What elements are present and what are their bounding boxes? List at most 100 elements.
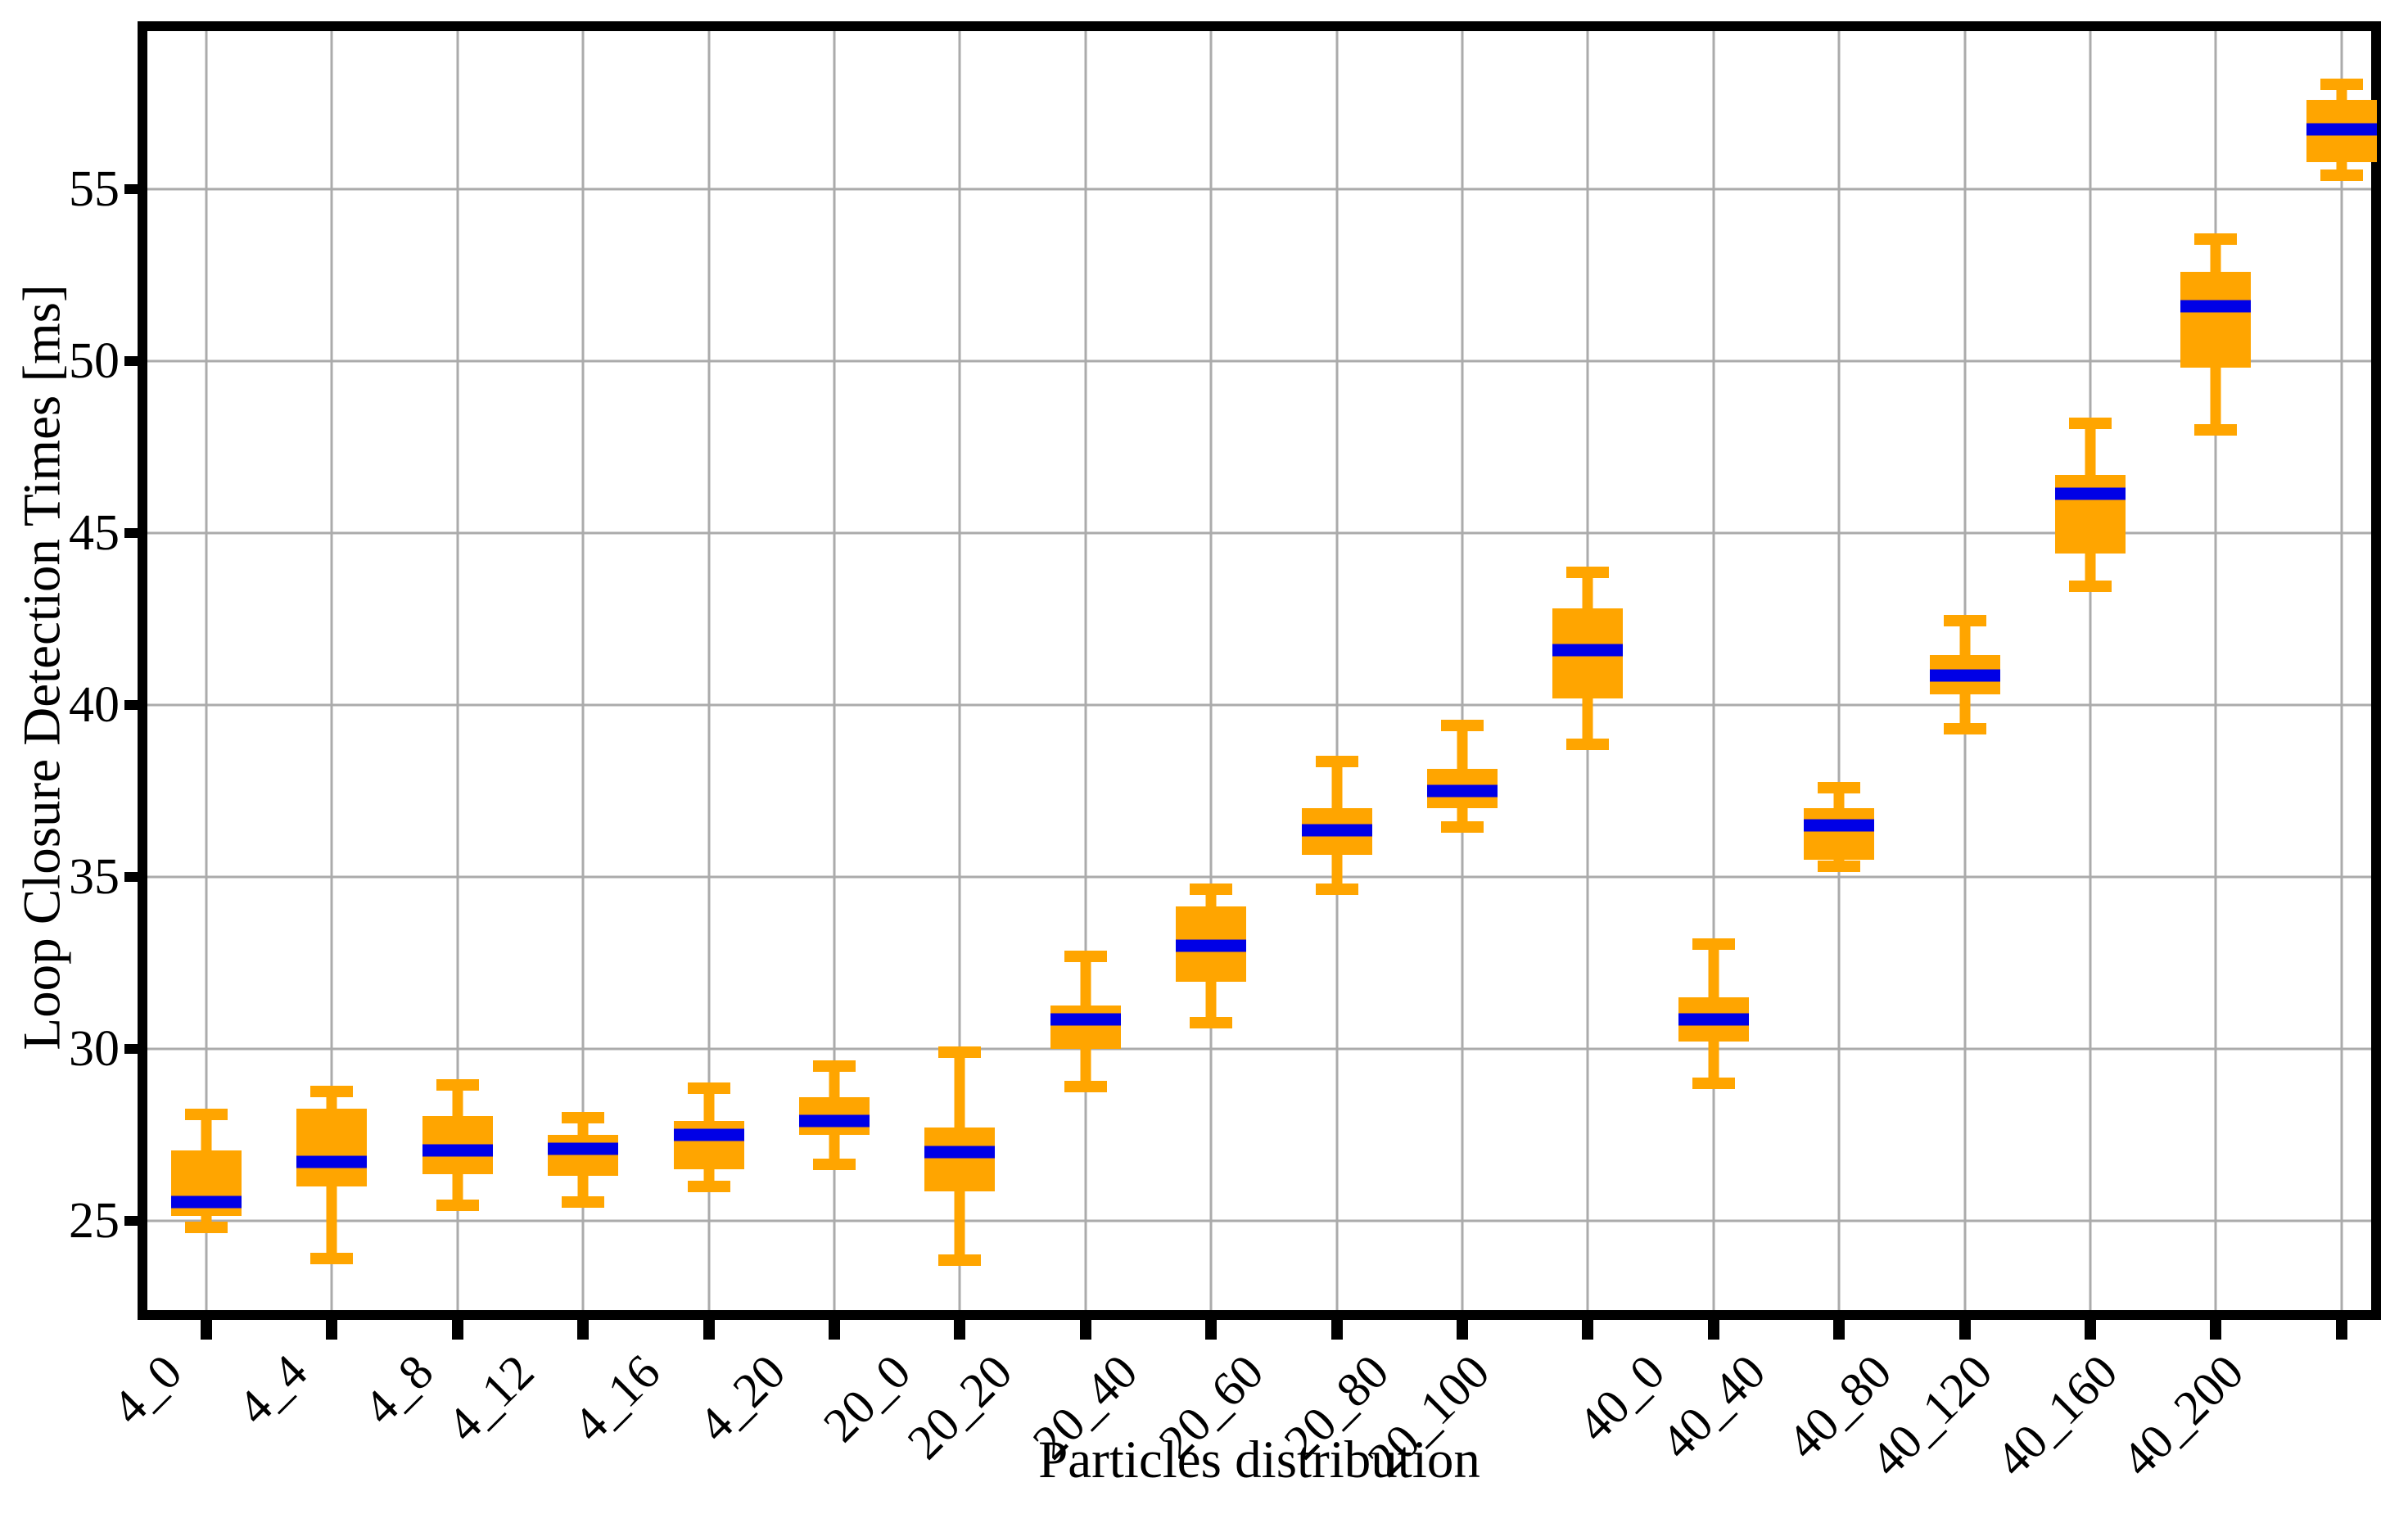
whisker-cap-bottom <box>562 1195 605 1208</box>
gridline-vertical <box>1209 31 1213 1310</box>
whisker-cap-bottom <box>436 1199 479 1211</box>
median-line <box>170 1195 242 1209</box>
whisker-cap-bottom <box>2320 169 2363 182</box>
gridline-horizontal <box>147 188 2371 191</box>
whisker-cap-bottom <box>1315 883 1358 895</box>
gridline-horizontal <box>147 1219 2371 1222</box>
whisker-cap-top <box>2320 79 2363 91</box>
whisker-cap-bottom <box>938 1254 982 1267</box>
gridline-vertical <box>205 31 208 1310</box>
plot-inner: 25 30 35 40 45 50 55 4_0 4_4 4_8 4_12 4_16 4_20 20_0 2… <box>69 31 2377 1487</box>
y-tick-label: 40 <box>69 676 120 733</box>
whisker-cap-top <box>184 1108 228 1120</box>
y-tick <box>124 871 138 882</box>
gridline-horizontal <box>147 1047 2371 1051</box>
gridline-vertical <box>330 31 333 1310</box>
y-tick <box>124 184 138 195</box>
whisker-cap-bottom <box>1440 821 1484 834</box>
x-tick <box>1456 1320 1468 1340</box>
median-line <box>2180 300 2252 313</box>
y-tick-label: 45 <box>69 505 120 562</box>
whisker-cap-bottom <box>812 1158 856 1170</box>
whisker-cap-bottom <box>1818 861 1861 873</box>
whisker-cap-top <box>687 1082 730 1095</box>
x-tick <box>828 1320 840 1340</box>
median-line <box>1050 1013 1121 1026</box>
gridline-horizontal <box>147 875 2371 879</box>
median-line <box>673 1128 744 1141</box>
x-tick <box>1582 1320 1594 1340</box>
x-tick <box>2335 1320 2347 1340</box>
median-line <box>1426 784 1498 798</box>
y-tick <box>124 1043 138 1054</box>
median-line <box>548 1142 619 1155</box>
x-tick <box>451 1320 463 1340</box>
median-line <box>1804 819 1875 832</box>
whisker-cap-bottom <box>2068 581 2112 593</box>
whisker-cap-bottom <box>1190 1017 1233 1029</box>
whisker-cap-top <box>310 1086 354 1098</box>
x-tick <box>954 1320 966 1340</box>
whisker-cap-bottom <box>1943 723 1986 735</box>
y-axis-label-text: Loop Closure Detection Times [ms] <box>12 284 72 1051</box>
x-tick <box>326 1320 338 1340</box>
whisker-cap-bottom <box>1692 1077 1735 1089</box>
gridline-vertical <box>1084 31 1087 1310</box>
whisker-cap-top <box>1315 756 1358 768</box>
whisker-cap-top <box>436 1078 479 1091</box>
whisker-cap-top <box>1064 950 1107 962</box>
gridline-vertical <box>1461 31 1464 1310</box>
whisker-cap-top <box>562 1111 605 1123</box>
x-tick <box>1079 1320 1091 1340</box>
boxplot-box <box>296 1109 368 1186</box>
x-tick <box>577 1320 590 1340</box>
gridline-horizontal <box>147 359 2371 363</box>
whisker-cap-bottom <box>184 1222 228 1234</box>
gridline-vertical <box>1712 31 1715 1310</box>
x-tick <box>1205 1320 1218 1340</box>
whisker-cap-bottom <box>687 1180 730 1192</box>
plot-area: 25 30 35 40 45 50 55 4_0 4_4 4_8 4_12 4_16 4_20 20_0 2… <box>69 21 2381 1487</box>
median-line <box>1176 939 1247 952</box>
whisker-cap-top <box>1190 883 1233 895</box>
x-tick-label-text: 4_0 <box>102 1344 192 1435</box>
whisker-cap-bottom <box>310 1253 354 1265</box>
x-tick <box>200 1320 212 1340</box>
x-tick <box>1707 1320 1719 1340</box>
whisker-cap-top <box>812 1060 856 1072</box>
gridline-vertical <box>581 31 585 1310</box>
median-line <box>1552 644 1624 657</box>
x-tick <box>2084 1320 2096 1340</box>
whisker-cap-top <box>1440 720 1484 732</box>
x-axis-label: Particles distribution <box>1038 1430 1480 1489</box>
gridline-horizontal <box>147 531 2371 535</box>
boxplot-box <box>548 1134 619 1177</box>
boxplot-box <box>2180 271 2252 368</box>
x-tick <box>1958 1320 1971 1340</box>
whisker-cap-top <box>1566 567 1610 579</box>
median-line <box>296 1155 368 1168</box>
median-line <box>1301 824 1372 837</box>
boxplot-box <box>1050 1006 1121 1049</box>
gridline-vertical <box>1837 31 1841 1310</box>
x-tick <box>2210 1320 2222 1340</box>
x-tick-label-text: 4_8 <box>353 1344 444 1435</box>
y-tick <box>124 699 138 710</box>
whisker-cap-top <box>938 1046 982 1059</box>
median-line <box>924 1146 996 1159</box>
boxplot-box <box>924 1128 996 1192</box>
y-tick <box>124 356 138 367</box>
median-line <box>1678 1013 1749 1026</box>
gridline-vertical <box>1335 31 1339 1310</box>
y-tick <box>124 528 138 539</box>
x-tick <box>1833 1320 1846 1340</box>
median-line <box>2306 123 2377 136</box>
median-line <box>2054 487 2126 500</box>
y-tick-label: 50 <box>69 333 120 390</box>
whisker-cap-top <box>1818 781 1861 793</box>
boxplot-box <box>1804 807 1875 860</box>
boxplot-box <box>2054 474 2126 554</box>
gridline-vertical <box>2340 31 2343 1310</box>
whisker-cap-top <box>2068 417 2112 429</box>
